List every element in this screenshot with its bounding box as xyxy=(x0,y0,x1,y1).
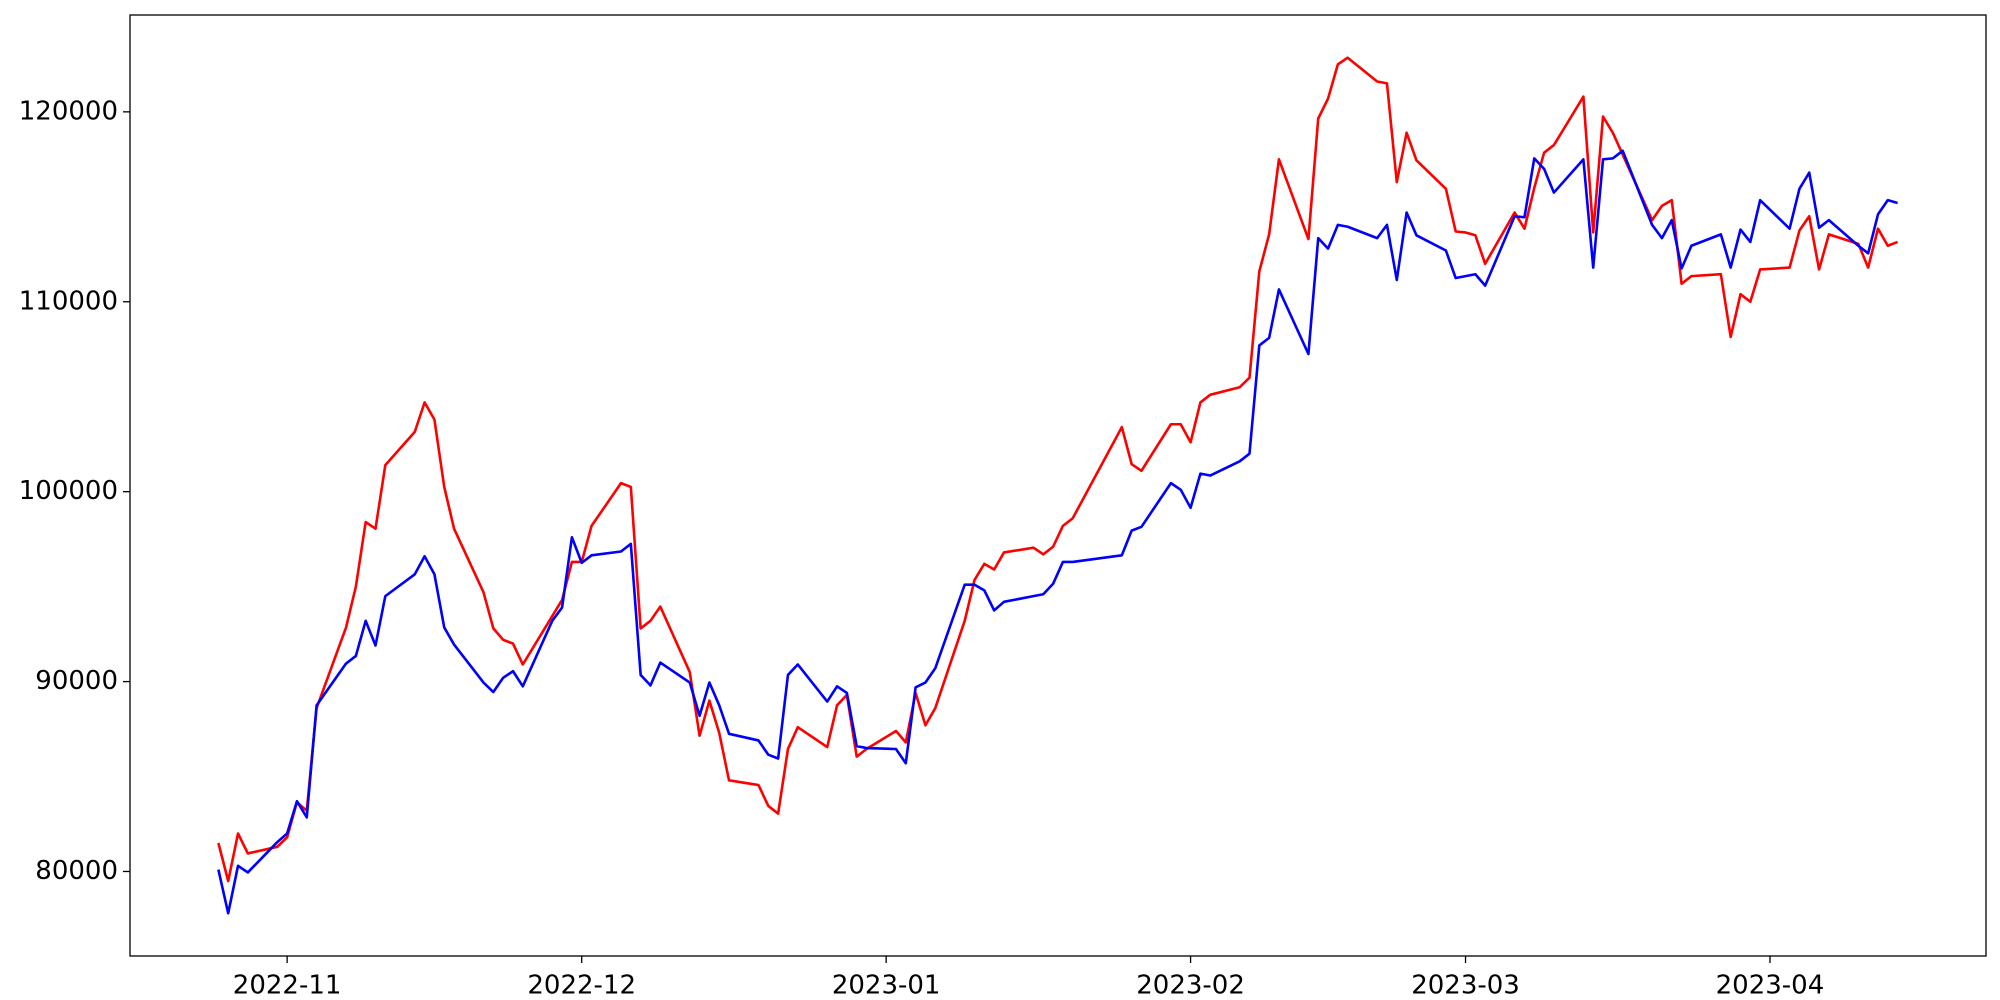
x-tick-label: 2023-01 xyxy=(832,971,941,1000)
line-series xyxy=(217,56,1899,883)
x-tick-label: 2022-11 xyxy=(233,971,342,1000)
x-tick-label: 2023-02 xyxy=(1136,971,1245,1000)
y-tick-label: 120000 xyxy=(19,96,118,126)
line-series xyxy=(217,149,1898,915)
x-tick-label: 2023-04 xyxy=(1716,971,1825,1000)
plot-frame xyxy=(129,14,1987,957)
x-tick-label: 2023-03 xyxy=(1411,971,1520,1000)
y-tick-label: 110000 xyxy=(19,286,118,316)
y-tick-label: 90000 xyxy=(35,666,118,696)
x-tick-label: 2022-12 xyxy=(527,971,636,1000)
y-tick-label: 80000 xyxy=(35,856,118,886)
y-tick-label: 100000 xyxy=(19,476,118,506)
